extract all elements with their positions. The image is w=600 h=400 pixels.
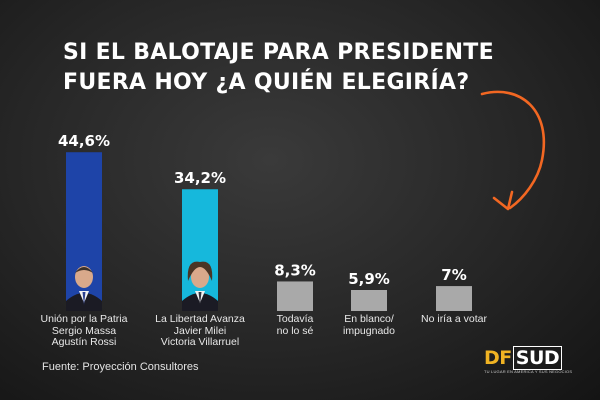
category-label-line: Victoria Villarruel (160, 336, 240, 348)
chart-title-line-1: SI EL BALOTAJE PARA PRESIDENTE (63, 40, 494, 65)
logo-wordmark: DF SUD (484, 346, 563, 370)
data-label: 8,3% (274, 261, 316, 279)
data-label: 44,6% (58, 132, 110, 150)
category-label-line: No iría a votar (421, 313, 487, 325)
bar (351, 289, 387, 311)
source-note: Fuente: Proyección Consultores (42, 361, 199, 373)
bar (277, 281, 313, 311)
category-label-line: Javier Milei (173, 324, 227, 337)
category-label-line: no lo sé (276, 324, 314, 337)
logo-sud: SUD (512, 346, 563, 370)
data-label: 34,2% (174, 169, 226, 187)
chart-title: SI EL BALOTAJE PARA PRESIDENTE FUERA HOY… (63, 38, 494, 98)
category-label-line: Agustín Rossi (51, 336, 117, 348)
candidate-photo (182, 261, 218, 311)
bar (436, 286, 472, 311)
category-label-line: En blanco/ (344, 313, 394, 325)
candidate-photo (66, 266, 102, 311)
category-label: Unión por la Patria Sergio Massa Agustín R… (24, 313, 144, 349)
data-label: 7% (441, 266, 466, 284)
category-label-line: Unión por la Patria (40, 313, 128, 325)
logo-df: DF (484, 347, 512, 369)
chart-title-line-2: FUERA HOY ¿A QUIÉN ELEGIRÍA? (63, 70, 470, 95)
category-label-line: Sergio Massa (51, 324, 117, 337)
dfsud-logo: DF SUD TU LUGAR EN AMÉRICA Y SUS NEGOCIOS (484, 346, 574, 376)
bar (182, 189, 218, 311)
category-label-line: La Libertad Avanza (155, 313, 245, 325)
category-label: Todavía no lo sé (235, 313, 355, 337)
data-label: 5,9% (348, 270, 390, 288)
category-label-line: impugnado (343, 324, 395, 337)
category-label-line: Todavía (276, 313, 314, 325)
category-label: En blanco/impugnado (309, 313, 429, 337)
category-label: No iría a votar (394, 313, 514, 326)
category-label: La Libertad Avanza Javier Milei Victoria V… (140, 313, 260, 349)
curved-arrow-icon (480, 90, 545, 211)
logo-tagline: TU LUGAR EN AMÉRICA Y SUS NEGOCIOS (484, 369, 573, 374)
